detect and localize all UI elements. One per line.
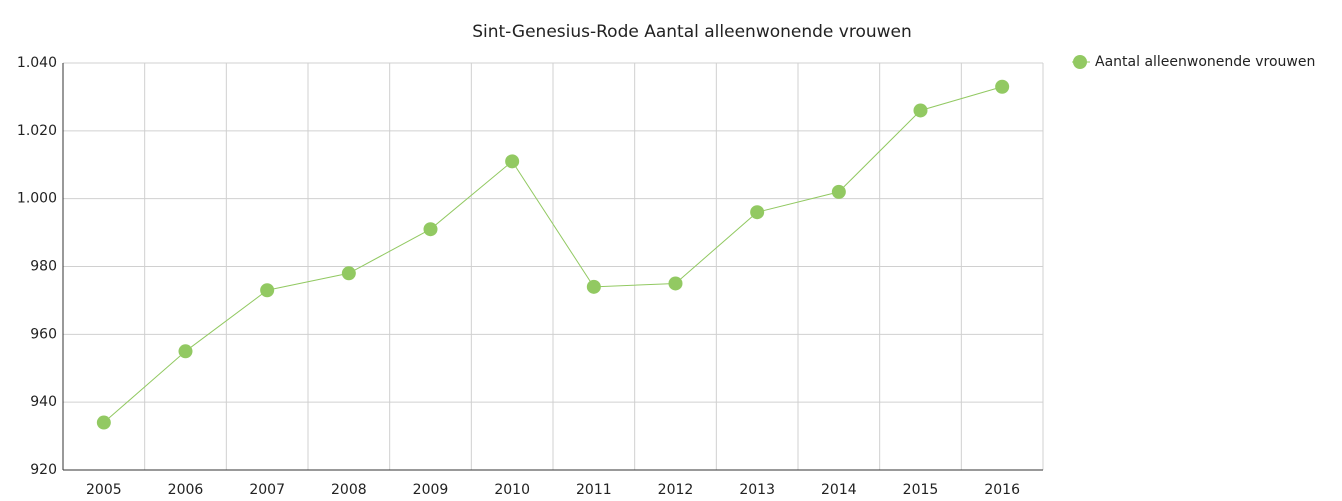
x-tick-label: 2010	[494, 482, 530, 498]
y-tick-label: 1.020	[17, 123, 57, 139]
data-point	[260, 283, 275, 298]
y-tick-label: 1.040	[17, 55, 57, 71]
y-tick-label: 980	[30, 259, 57, 275]
y-tick-label: 920	[30, 462, 57, 478]
data-point	[995, 79, 1010, 94]
y-tick-label: 1.000	[17, 191, 57, 207]
data-point	[750, 205, 765, 220]
data-point	[341, 266, 356, 281]
x-tick-label: 2006	[168, 482, 204, 498]
data-point	[913, 103, 928, 118]
x-tick-label: 2015	[903, 482, 939, 498]
data-point	[831, 184, 846, 199]
y-tick-label: 940	[30, 394, 57, 410]
x-tick-label: 2005	[86, 482, 122, 498]
y-tick-label: 960	[30, 326, 57, 342]
x-tick-label: 2012	[658, 482, 694, 498]
data-point	[178, 344, 193, 359]
x-tick-label: 2011	[576, 482, 612, 498]
legend-label: Aantal alleenwonende vrouwen	[1095, 54, 1315, 70]
data-point	[586, 279, 601, 294]
x-tick-label: 2014	[821, 482, 857, 498]
data-point	[505, 154, 520, 169]
x-tick-label: 2009	[413, 482, 449, 498]
x-tick-label: 2013	[739, 482, 775, 498]
data-point	[668, 276, 683, 291]
x-tick-label: 2008	[331, 482, 367, 498]
legend-marker	[1073, 55, 1087, 69]
chart-title: Sint-Genesius-Rode Aantal alleenwonende …	[472, 22, 912, 42]
data-point	[423, 222, 438, 237]
x-tick-label: 2007	[249, 482, 285, 498]
data-point	[96, 415, 111, 430]
x-tick-label: 2016	[984, 482, 1020, 498]
series-line	[103, 86, 1003, 423]
